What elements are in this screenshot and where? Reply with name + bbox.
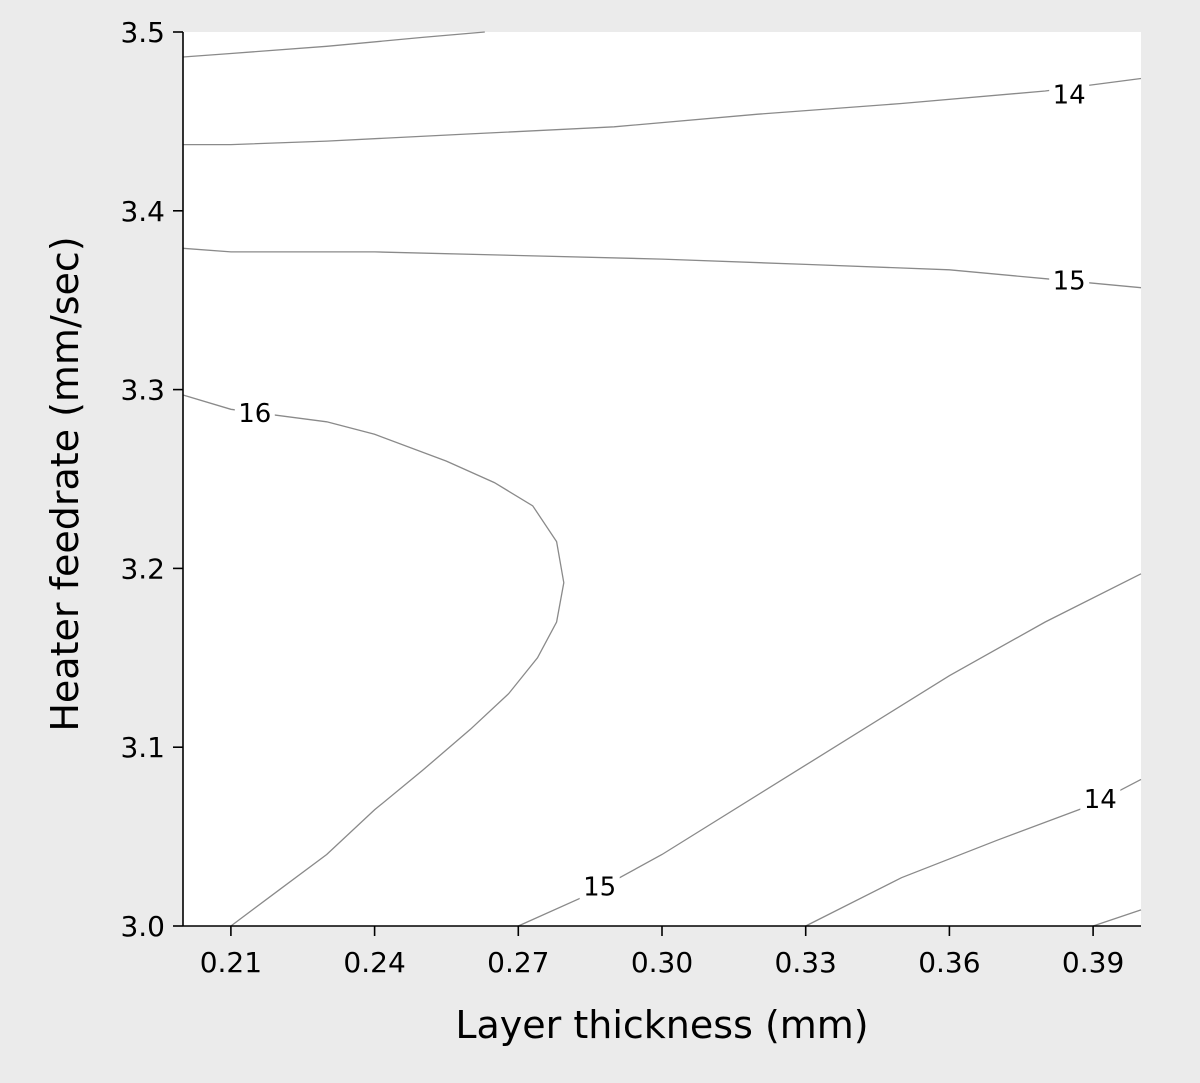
- contour-label-bg-0: [1049, 78, 1090, 109]
- y-tick-label-5: 3.5: [120, 16, 165, 49]
- contour-line-13-6: [1092, 909, 1142, 927]
- x-tick-label-1: 0.24: [343, 946, 405, 979]
- contour-line-13-0: [182, 31, 485, 58]
- contour-line-14-1: [183, 77, 1142, 146]
- x-tick-label-3: 0.30: [631, 946, 693, 979]
- contour-label-bg-3: [579, 870, 620, 901]
- contour-label-3: 15: [583, 873, 616, 903]
- y-axis-title: Heater feedrate (mm/sec): [43, 236, 87, 731]
- y-tick-label-1: 3.1: [120, 731, 165, 764]
- y-tick-label-3: 3.3: [120, 374, 165, 407]
- contour-line-16-3: [182, 394, 565, 927]
- contour-label-0: 14: [1053, 81, 1086, 111]
- y-tick-label-0: 3.0: [120, 910, 165, 943]
- contour-label-bg-4: [1080, 783, 1121, 814]
- contour-label-1: 15: [1053, 267, 1086, 297]
- plot-area: [183, 32, 1141, 926]
- y-tick-label-2: 3.2: [120, 552, 165, 585]
- x-tick-label-0: 0.21: [200, 946, 262, 979]
- contour-label-bg-2: [234, 396, 275, 427]
- x-axis-title: Layer thickness (mm): [455, 1003, 868, 1047]
- contour-label-4: 14: [1084, 785, 1117, 815]
- contour-line-15-2: [182, 247, 1142, 289]
- x-tick-label-5: 0.36: [918, 946, 980, 979]
- axes: 0.21 0.24 0.27 0.30 0.33 0.36 0.39 3.0 3.1 3.2 3.3…: [120, 16, 1141, 979]
- x-tick-label-6: 0.39: [1062, 946, 1124, 979]
- x-tick-label-4: 0.33: [775, 946, 837, 979]
- y-tick-label-4: 3.4: [120, 195, 165, 228]
- contour-label-bg-1: [1049, 264, 1090, 295]
- contour-label-2: 16: [238, 399, 271, 429]
- x-tick-label-2: 0.27: [487, 946, 549, 979]
- contour-labels: 14 15 16 15 14: [234, 78, 1121, 903]
